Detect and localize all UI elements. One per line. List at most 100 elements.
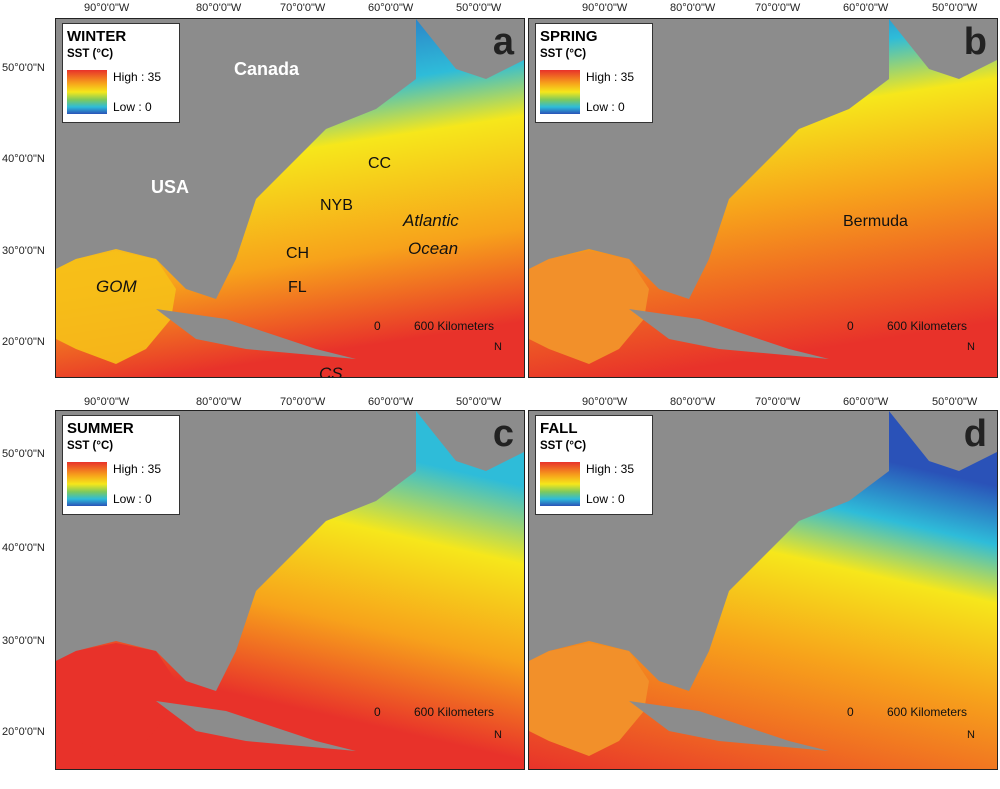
legend: WINTER SST (°C) High : 35 Low : 0 — [62, 23, 180, 123]
lon-label: 60°0'0"W — [368, 2, 414, 14]
map-panel-summer: SUMMER SST (°C) High : 35 Low : 0 c 0 60… — [55, 410, 525, 770]
caribbean-islands — [629, 701, 829, 751]
north-label: N — [967, 341, 975, 353]
north-label: N — [494, 341, 502, 353]
legend-low: Low : 0 — [113, 492, 152, 506]
lon-label: 80°0'0"W — [670, 2, 716, 14]
lat-label: 40°0'0"N — [2, 542, 45, 554]
scale-bar: 0 600 Kilometers — [847, 319, 987, 349]
legend: SUMMER SST (°C) High : 35 Low : 0 — [62, 415, 180, 515]
lon-label: 90°0'0"W — [84, 2, 130, 14]
scale-zero: 0 — [847, 319, 854, 333]
lon-label: 80°0'0"W — [196, 2, 242, 14]
north-label: N — [494, 729, 502, 741]
lon-label: 60°0'0"W — [843, 396, 889, 408]
lat-label: 40°0'0"N — [2, 153, 45, 165]
lon-label: 50°0'0"W — [932, 2, 978, 14]
scale-bar: 0 600 Kilometers — [847, 705, 987, 735]
panel-letter: d — [963, 413, 987, 455]
legend-low: Low : 0 — [586, 492, 625, 506]
north-label: N — [967, 729, 975, 741]
legend-high: High : 35 — [586, 462, 635, 476]
lat-label: 30°0'0"N — [2, 245, 45, 257]
panel-letter: b — [963, 21, 987, 63]
scale-distance: 600 Kilometers — [414, 319, 495, 333]
label-atlantic: Atlantic — [403, 211, 459, 230]
caribbean-islands — [629, 309, 829, 359]
gulf-of-mexico — [529, 251, 649, 364]
sst-label: SST (°C) — [540, 440, 587, 452]
label-bermuda: Bermuda — [843, 213, 908, 230]
lon-label: 90°0'0"W — [84, 396, 130, 408]
sst-label: SST (°C) — [540, 48, 587, 60]
caribbean-islands — [156, 309, 356, 359]
gulf-of-mexico — [56, 251, 176, 364]
color-ramp — [540, 462, 580, 506]
scale-distance: 600 Kilometers — [887, 319, 968, 333]
label-fl: FL — [288, 279, 307, 296]
panel-letter: a — [492, 21, 514, 63]
sst-map-summer — [56, 411, 524, 769]
label-cs: CS — [319, 364, 343, 378]
color-ramp — [540, 70, 580, 114]
north-arrow: N — [488, 341, 508, 377]
lon-label: 50°0'0"W — [932, 396, 978, 408]
lon-label: 80°0'0"W — [670, 396, 716, 408]
scale-zero: 0 — [374, 319, 381, 333]
scale-distance: 600 Kilometers — [887, 705, 968, 719]
sst-label: SST (°C) — [67, 440, 114, 452]
label-usa: USA — [151, 177, 190, 197]
legend-low: Low : 0 — [113, 100, 152, 114]
season-title: WINTER — [67, 28, 127, 45]
lon-label: 50°0'0"W — [456, 2, 502, 14]
label-cc: CC — [368, 155, 392, 172]
newfoundland — [416, 19, 524, 79]
lon-label: 60°0'0"W — [368, 396, 414, 408]
newfoundland — [889, 19, 997, 79]
sst-label: SST (°C) — [67, 48, 114, 60]
lon-label: 50°0'0"W — [456, 396, 502, 408]
label-gom: GOM — [96, 277, 137, 296]
legend-high: High : 35 — [586, 70, 635, 84]
north-arrow: N — [488, 729, 508, 769]
legend: SPRING SST (°C) High : 35 Low : 0 — [535, 23, 653, 123]
color-ramp — [67, 462, 107, 506]
color-ramp — [67, 70, 107, 114]
label-canada: Canada — [234, 59, 300, 79]
lon-label: 70°0'0"W — [280, 2, 326, 14]
lon-label: 70°0'0"W — [280, 396, 326, 408]
label-nyb: NYB — [320, 197, 353, 214]
legend: FALL SST (°C) High : 35 Low : 0 — [535, 415, 653, 515]
scale-bar: 0 600 Kilometers — [374, 319, 514, 349]
lon-label: 90°0'0"W — [582, 396, 628, 408]
newfoundland — [416, 411, 524, 471]
season-title: SUMMER — [67, 420, 134, 437]
newfoundland — [889, 411, 997, 471]
lon-label: 70°0'0"W — [755, 2, 801, 14]
lon-label: 80°0'0"W — [196, 396, 242, 408]
panel-letter: c — [492, 413, 514, 455]
lat-label: 50°0'0"N — [2, 62, 45, 74]
caribbean-islands — [156, 701, 356, 751]
lat-label: 20°0'0"N — [2, 726, 45, 738]
lat-label: 50°0'0"N — [2, 448, 45, 460]
map-panel-spring: SPRING SST (°C) High : 35 Low : 0 b Berm… — [528, 18, 998, 378]
legend-low: Low : 0 — [586, 100, 625, 114]
label-ch: CH — [286, 245, 310, 262]
scale-zero: 0 — [374, 705, 381, 719]
map-panel-fall: FALL SST (°C) High : 35 Low : 0 d 0 600 … — [528, 410, 998, 770]
lon-label: 70°0'0"W — [755, 396, 801, 408]
scale-distance: 600 Kilometers — [414, 705, 495, 719]
map-panel-winter: WINTER SST (°C) High : 35 Low : 0 a Cana… — [55, 18, 525, 378]
lat-label: 30°0'0"N — [2, 635, 45, 647]
season-title: FALL — [540, 420, 578, 437]
label-ocean: Ocean — [408, 239, 459, 258]
gulf-of-mexico — [56, 643, 176, 756]
legend-high: High : 35 — [113, 70, 162, 84]
legend-high: High : 35 — [113, 462, 162, 476]
scale-bar: 0 600 Kilometers — [374, 705, 514, 735]
lon-label: 60°0'0"W — [843, 2, 889, 14]
scale-zero: 0 — [847, 705, 854, 719]
north-arrow: N — [961, 729, 981, 769]
lat-label: 20°0'0"N — [2, 336, 45, 348]
